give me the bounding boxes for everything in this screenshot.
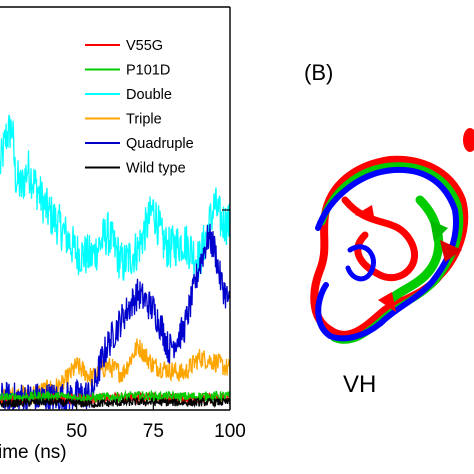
legend: V55G P101D Double Triple Quadruple Wild type bbox=[85, 38, 194, 177]
x-tick-label: 100 bbox=[214, 421, 246, 442]
ribbon-blue-2 bbox=[345, 244, 376, 282]
plot-lines bbox=[0, 114, 231, 411]
strand-red-2 bbox=[440, 240, 462, 262]
panel-b-label: (B) bbox=[304, 60, 333, 85]
x-axis-label: ime (ns) bbox=[0, 442, 67, 463]
legend-label: Wild type bbox=[126, 161, 186, 177]
ribbon-blue bbox=[315, 166, 459, 342]
legend-label: Double bbox=[126, 87, 172, 103]
series-line-double bbox=[0, 114, 231, 281]
structure-label: VH bbox=[343, 371, 376, 398]
legend-label: Triple bbox=[126, 112, 162, 128]
protein-structure-image bbox=[310, 128, 474, 344]
x-ticks: 50 75 100 bbox=[66, 403, 246, 442]
strand-red-3 bbox=[378, 292, 396, 312]
red-blob bbox=[463, 128, 474, 152]
x-tick-label: 50 bbox=[66, 421, 87, 442]
legend-label: Quadruple bbox=[126, 136, 194, 152]
x-tick-label: 75 bbox=[143, 421, 164, 442]
legend-label: P101D bbox=[126, 63, 170, 79]
panel-b: (B) VH bbox=[304, 60, 474, 398]
panel-a: 50 75 100 ime (ns) V55G P101D Double Triple Qu… bbox=[0, 6, 246, 463]
strand-red-1 bbox=[355, 205, 375, 222]
strand-green-1 bbox=[430, 220, 448, 242]
legend-label: V55G bbox=[126, 38, 163, 54]
ribbon-green-2 bbox=[385, 195, 444, 305]
series-line-wild-type bbox=[0, 396, 231, 409]
ribbon-red-2 bbox=[341, 196, 419, 282]
